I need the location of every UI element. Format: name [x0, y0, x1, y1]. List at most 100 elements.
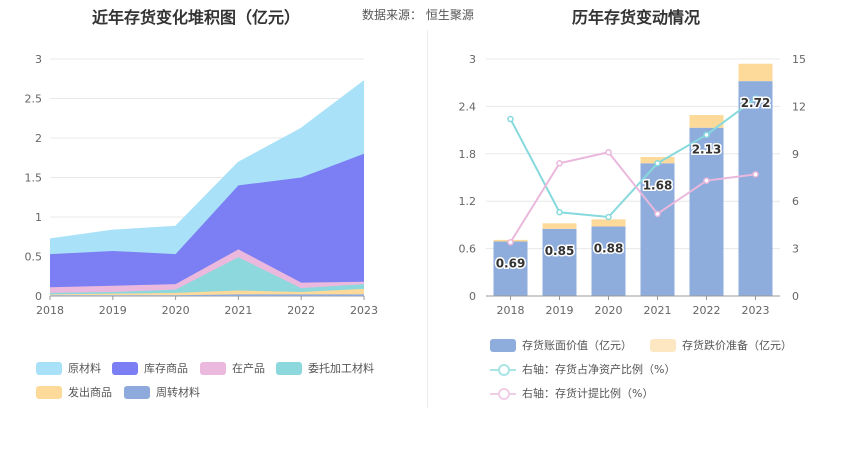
legend-swatch: [650, 338, 676, 352]
bar-impairment: [542, 223, 577, 229]
bar-book-value: [591, 226, 626, 296]
line-point: [507, 239, 514, 246]
line-point: [703, 177, 710, 184]
x-tick-label: 2023: [350, 304, 378, 317]
legend-swatch: [36, 361, 62, 375]
area-series-委托加工材料: [50, 257, 364, 295]
line-point: [507, 115, 514, 123]
y-tick-label: 2: [35, 132, 42, 145]
legend-swatch: [200, 361, 226, 375]
y-tick-label: 0: [35, 290, 42, 303]
line-point: [654, 160, 661, 167]
y2-tick-label: 12: [792, 100, 806, 113]
bar-value-label: 0.88: [594, 241, 624, 255]
bar-book-value: [738, 81, 773, 296]
bar-value-label: 0.69: [496, 256, 526, 270]
area-series-在产品: [50, 249, 364, 293]
bar-book-value: [640, 163, 675, 296]
x-tick-label: 2023: [742, 304, 770, 317]
legend-item-impairment-provision[interactable]: 存货跌价准备（亿元）: [650, 337, 792, 353]
y-tick-label: 1.5: [25, 172, 43, 185]
y2-tick-label: 6: [792, 195, 799, 208]
y-tick-label: 3: [469, 53, 476, 66]
bar-book-value: [493, 241, 528, 296]
y-tick-label: 3: [35, 53, 42, 66]
y2-tick-label: 3: [792, 243, 799, 256]
area-series-原材料: [50, 81, 364, 255]
bar-value-label: 1.68: [643, 178, 673, 192]
left-chart-title: 近年存货变化堆积图（亿元）: [92, 8, 301, 27]
data-source: 数据来源： 恒生聚源: [362, 8, 474, 22]
legend-item-wip[interactable]: 在产品: [200, 360, 265, 376]
line-point: [654, 210, 661, 218]
legend-label: 周转材料: [156, 386, 200, 399]
legend-label: 存货账面价值（亿元）: [522, 339, 632, 352]
bar-book-value: [542, 228, 577, 296]
x-tick-label: 2019: [546, 304, 574, 317]
y2-tick-label: 9: [792, 148, 799, 161]
legend-item-provision-ratio[interactable]: 右轴：存货计提比例（%）: [490, 385, 653, 401]
legend-swatch: [112, 361, 138, 375]
y-tick-label: 1.2: [459, 195, 477, 208]
line-point: [752, 95, 759, 102]
area-edge-原材料: [49, 80, 365, 240]
y-tick-label: 1: [35, 211, 42, 224]
y-tick-label: 0.5: [25, 251, 43, 264]
bar-value-label: 2.72: [741, 96, 771, 110]
line-point: [752, 171, 759, 178]
legend-label: 右轴：存货计提比例（%）: [522, 387, 654, 400]
x-tick-label: 2022: [693, 304, 721, 317]
line-point: [605, 213, 612, 221]
panel-divider: [427, 30, 428, 408]
line-series-右轴：存货计提比例（%）: [509, 151, 756, 243]
legend-item-finished-goods[interactable]: 库存商品: [112, 360, 188, 376]
x-tick-label: 2020: [595, 304, 623, 317]
x-tick-label: 2021: [224, 304, 252, 317]
legend-label: 委托加工材料: [308, 362, 374, 375]
legend-label: 在产品: [232, 362, 265, 375]
legend-label: 原材料: [68, 362, 101, 375]
bar-impairment: [738, 63, 773, 82]
y-tick-label: 2.5: [25, 93, 43, 106]
legend-item-inventory-to-equity[interactable]: 右轴：存货占净资产比例（%）: [490, 361, 675, 377]
right-chart-title: 历年存货变动情况: [572, 8, 701, 27]
bar-line-chart: 0 0.6 1.2 1.8 2.4 3 0 3 6 9 12 15 0.69 0.85 0.88 1.68 2.…: [459, 53, 807, 317]
legend-swatch: [276, 361, 302, 375]
y2-tick-label: 15: [792, 53, 806, 66]
legend-line-marker: [490, 363, 516, 376]
y-tick-label: 0.6: [459, 243, 477, 256]
line-point: [703, 131, 710, 139]
x-tick-label: 2019: [99, 304, 127, 317]
bar-value-label: 0.85: [545, 244, 575, 258]
legend-swatch: [490, 338, 516, 352]
legend-item-turnover-materials[interactable]: 周转材料: [124, 384, 200, 400]
line-point: [605, 148, 612, 156]
line-point: [556, 209, 563, 216]
legend-item-consigned-processing[interactable]: 委托加工材料: [276, 360, 374, 376]
legend-line-marker: [490, 387, 516, 400]
x-tick-label: 2018: [36, 304, 64, 317]
legend-item-goods-shipped[interactable]: 发出商品: [36, 384, 112, 400]
legend-swatch: [36, 385, 62, 399]
line-series-右轴：存货占净资产比例（%）: [509, 97, 757, 219]
left-legend: 原材料 库存商品 在产品 委托加工材料 发出商品 周转材料: [36, 360, 374, 400]
x-tick-label: 2018: [497, 304, 525, 317]
legend-item-book-value[interactable]: 存货账面价值（亿元）: [490, 337, 632, 353]
x-tick-label: 2021: [644, 304, 672, 317]
legend-swatch: [124, 385, 150, 399]
legend-label: 右轴：存货占净资产比例（%）: [522, 363, 676, 376]
bar-impairment: [689, 115, 724, 128]
area-edge-委托加工材料: [49, 256, 365, 294]
y2-tick-label: 0: [792, 290, 799, 303]
legend-item-raw-materials[interactable]: 原材料: [36, 360, 101, 376]
x-tick-label: 2020: [162, 304, 190, 317]
y-tick-label: 0: [469, 290, 476, 303]
bar-value-label: 2.13: [692, 143, 722, 157]
line-point: [556, 160, 563, 167]
y-tick-label: 1.8: [459, 148, 477, 161]
bar-impairment: [591, 219, 626, 227]
legend-label: 库存商品: [144, 362, 188, 375]
legend-label: 发出商品: [68, 386, 112, 399]
x-tick-label: 2022: [287, 304, 315, 317]
